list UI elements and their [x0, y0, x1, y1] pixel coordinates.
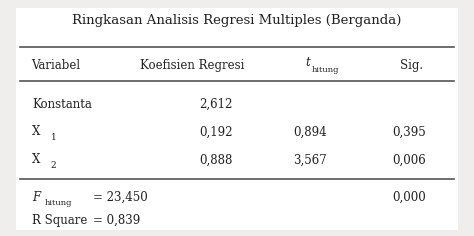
Text: F: F [32, 191, 40, 204]
Text: Ringkasan Analisis Regresi Multiples (Berganda): Ringkasan Analisis Regresi Multiples (Be… [73, 14, 401, 27]
Text: 0,894: 0,894 [293, 126, 327, 139]
Text: = 0,839: = 0,839 [93, 214, 140, 227]
Text: Konstanta: Konstanta [32, 97, 92, 110]
FancyBboxPatch shape [16, 8, 458, 230]
Text: = 23,450: = 23,450 [93, 191, 148, 204]
Text: hitung: hitung [311, 66, 339, 74]
Text: X: X [32, 153, 40, 166]
Text: 0,192: 0,192 [199, 126, 232, 139]
Text: 2: 2 [51, 161, 56, 170]
Text: 0,888: 0,888 [199, 153, 232, 166]
Text: t: t [305, 56, 310, 69]
Text: X: X [32, 126, 40, 139]
Text: 0,395: 0,395 [392, 126, 426, 139]
Text: Variabel: Variabel [31, 59, 80, 72]
Text: 0,000: 0,000 [392, 191, 426, 204]
Text: 0,006: 0,006 [392, 153, 426, 166]
Text: Koefisien Regresi: Koefisien Regresi [140, 59, 245, 72]
Text: hitung: hitung [45, 199, 73, 207]
Text: 2,612: 2,612 [199, 97, 232, 110]
Text: 1: 1 [51, 133, 56, 142]
Text: 3,567: 3,567 [293, 153, 327, 166]
Text: R Square: R Square [32, 214, 87, 227]
Text: Sig.: Sig. [400, 59, 423, 72]
